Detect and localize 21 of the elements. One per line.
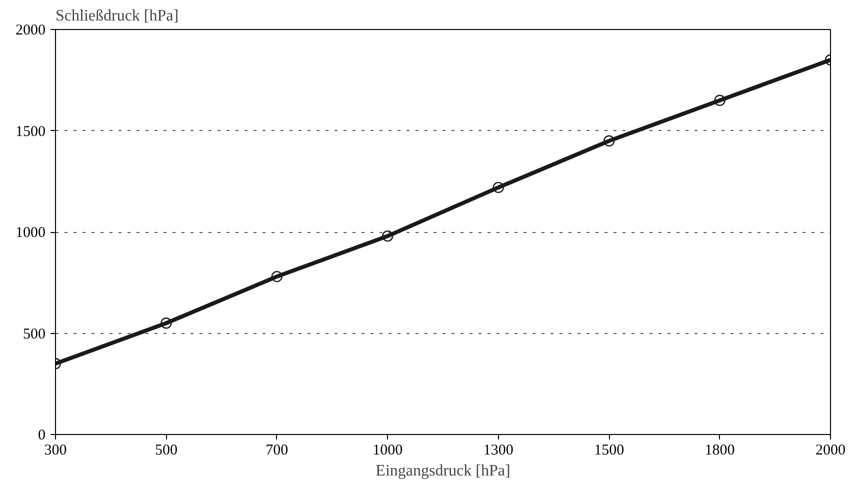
point [271,270,283,282]
point [492,182,504,194]
x-tick-label: 1300 [483,442,514,458]
x-tick-label: 1800 [704,442,735,458]
y-tick-label: 500 [23,326,46,342]
point [714,94,726,106]
point [603,135,615,146]
x-tick-label: 300 [44,442,67,458]
y-tick-label: 0 [38,428,46,444]
point [160,318,172,329]
x-tick-label: 1000 [372,442,403,458]
y-tick-label: 1500 [16,124,46,140]
y-axis-title: Schließdruck [hPa] [56,8,179,24]
y-tick-label: 2000 [16,22,46,38]
x-tick-label: 2000 [816,442,846,458]
x-tick-label: 700 [266,442,288,458]
x-axis-title: Eingangsdruck [hPa] [376,462,510,480]
x-tick-label: 1500 [594,442,624,458]
y-tick-label: 1000 [16,225,46,241]
x-tick-label: 500 [154,442,178,458]
point [382,230,394,242]
